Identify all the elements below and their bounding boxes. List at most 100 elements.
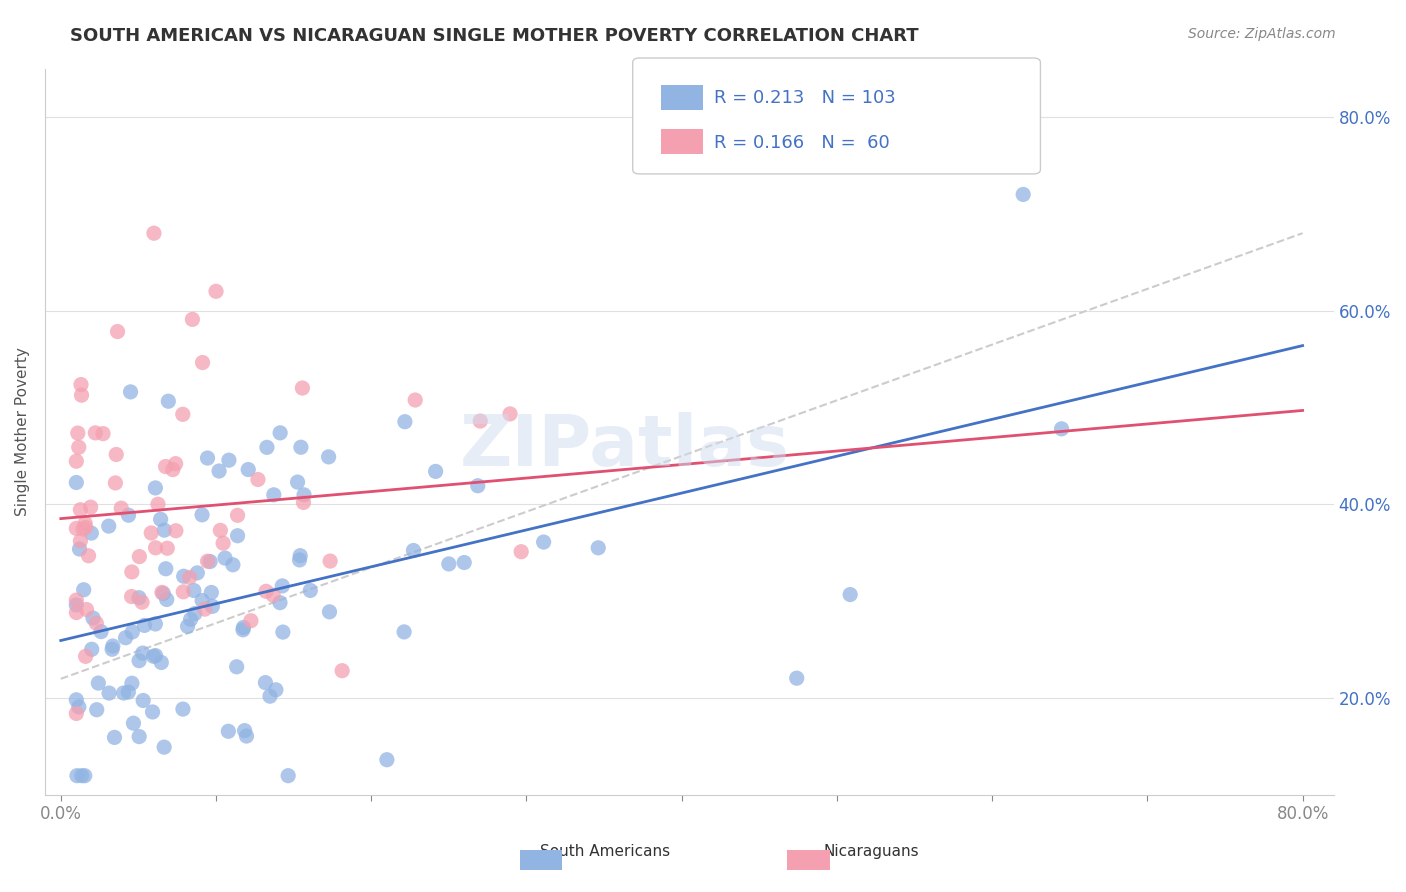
Point — [271, 625, 294, 640]
Point — [299, 583, 322, 598]
Point — [212, 536, 235, 550]
Point — [232, 623, 254, 637]
Point — [194, 602, 217, 616]
Point — [292, 495, 315, 509]
Point — [186, 566, 208, 580]
Point — [533, 535, 555, 549]
Point — [128, 730, 150, 744]
Point — [392, 624, 415, 639]
Point — [262, 588, 284, 602]
Point — [69, 542, 91, 557]
Point — [87, 676, 110, 690]
Point — [162, 462, 184, 476]
Point — [72, 522, 94, 536]
Point — [214, 551, 236, 566]
Point — [499, 407, 522, 421]
Point — [73, 582, 96, 597]
Point — [208, 464, 231, 478]
Point — [70, 377, 93, 392]
Point — [197, 554, 219, 568]
Point — [218, 453, 240, 467]
Point — [65, 693, 87, 707]
Point — [256, 440, 278, 454]
Point — [201, 599, 224, 614]
Point — [239, 614, 262, 628]
Point — [150, 656, 173, 670]
Text: South Americans: South Americans — [540, 845, 669, 859]
Point — [128, 591, 150, 605]
Point — [205, 285, 228, 299]
Point — [152, 586, 174, 600]
Text: Nicaraguans: Nicaraguans — [824, 845, 920, 859]
Point — [176, 619, 198, 633]
Point — [134, 618, 156, 632]
Point — [101, 642, 124, 657]
Y-axis label: Single Mother Poverty: Single Mother Poverty — [15, 347, 30, 516]
Point — [586, 541, 609, 555]
Point — [232, 620, 254, 634]
Point — [121, 565, 143, 579]
Point — [150, 585, 173, 599]
Point — [319, 554, 342, 568]
Point — [146, 497, 169, 511]
Point — [69, 533, 91, 548]
Point — [172, 407, 194, 421]
Point — [271, 579, 294, 593]
Point — [117, 508, 139, 523]
Point — [173, 569, 195, 583]
Point — [114, 631, 136, 645]
Point — [156, 541, 179, 556]
Point — [330, 664, 353, 678]
Point — [107, 325, 129, 339]
Point — [145, 648, 167, 663]
Point — [145, 541, 167, 555]
Point — [226, 529, 249, 543]
Point — [235, 729, 257, 743]
Point — [131, 595, 153, 609]
Point — [65, 593, 87, 607]
Point — [65, 454, 87, 468]
Point — [120, 384, 142, 399]
Point — [264, 682, 287, 697]
Point — [86, 703, 108, 717]
Point — [277, 769, 299, 783]
Point — [269, 425, 291, 440]
Point — [65, 706, 87, 721]
Point — [65, 475, 87, 490]
Point — [425, 464, 447, 478]
Point — [80, 642, 103, 657]
Point — [510, 545, 533, 559]
Point — [269, 596, 291, 610]
Point — [209, 524, 232, 538]
Point — [292, 488, 315, 502]
Point — [117, 685, 139, 699]
Point — [143, 617, 166, 632]
Point — [153, 740, 176, 755]
Point — [132, 646, 155, 660]
Point — [149, 512, 172, 526]
Point — [254, 584, 277, 599]
Point — [75, 520, 97, 534]
Point — [453, 556, 475, 570]
Point — [132, 693, 155, 707]
Point — [86, 616, 108, 631]
Point — [82, 611, 104, 625]
Point — [121, 624, 143, 639]
Point — [839, 588, 862, 602]
Point — [470, 414, 492, 428]
Point — [80, 526, 103, 541]
Point — [90, 624, 112, 639]
Point — [467, 479, 489, 493]
Point — [786, 671, 808, 685]
Point — [141, 525, 163, 540]
Point — [287, 475, 309, 489]
Point — [156, 592, 179, 607]
Point — [254, 675, 277, 690]
Point — [70, 769, 93, 783]
Point — [105, 448, 128, 462]
Point — [437, 557, 460, 571]
Point — [226, 508, 249, 523]
Point — [155, 562, 177, 576]
Point — [238, 462, 260, 476]
Point — [290, 549, 312, 563]
